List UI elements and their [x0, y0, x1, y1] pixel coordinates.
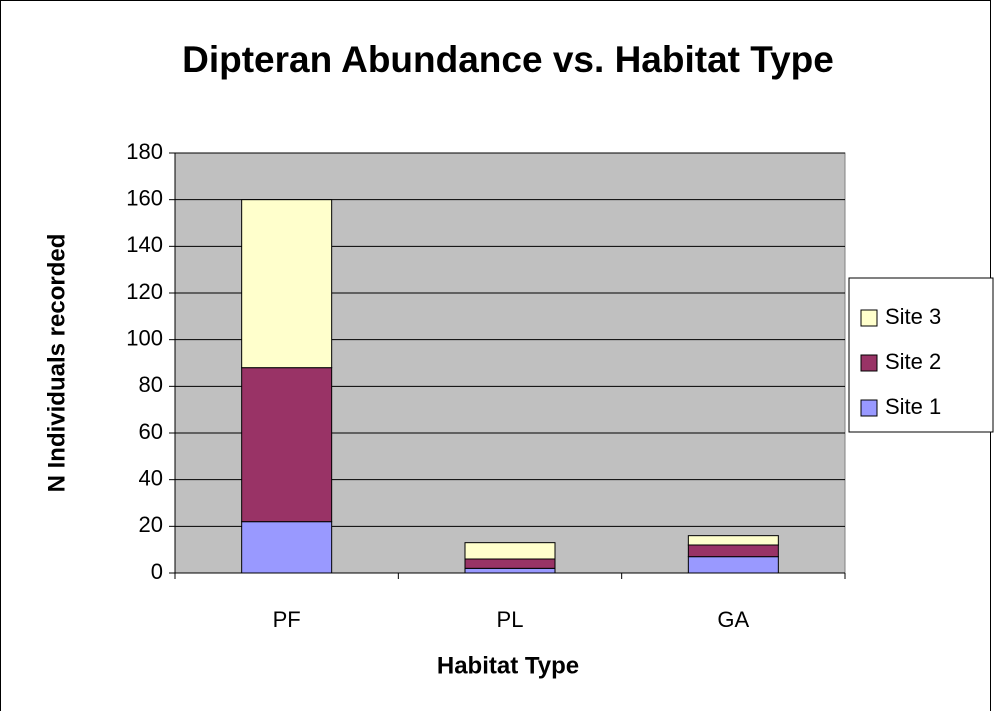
bar-segment: [687, 544, 779, 558]
bar-segment: [464, 542, 556, 560]
y-tick-label: 100: [126, 325, 163, 350]
legend-swatch: [860, 309, 878, 327]
y-tick-label: 20: [139, 512, 163, 537]
bar-segment: [241, 199, 333, 369]
x-tick-label: PF: [273, 607, 301, 632]
y-axis-label: N Individuals recorded: [43, 234, 70, 493]
bar-segment: [241, 521, 333, 574]
x-tick-label: GA: [717, 607, 749, 632]
bar-segment: [464, 558, 556, 569]
y-tick-label: 60: [139, 419, 163, 444]
bar-segment: [464, 567, 556, 574]
bar-segment: [241, 367, 333, 523]
y-tick-label: 140: [126, 232, 163, 257]
legend-label: Site 3: [885, 304, 941, 329]
y-tick-label: 180: [126, 139, 163, 164]
legend-label: Site 1: [885, 394, 941, 419]
bar-segment: [687, 556, 779, 574]
bar-segment: [687, 535, 779, 546]
x-axis-label: Habitat Type: [437, 652, 579, 679]
chart-title: Dipteran Abundance vs. Habitat Type: [182, 39, 834, 80]
y-tick-label: 160: [126, 185, 163, 210]
y-tick-label: 80: [139, 372, 163, 397]
y-tick-label: 120: [126, 279, 163, 304]
legend-swatch: [860, 354, 878, 372]
x-tick-label: PL: [497, 607, 524, 632]
legend-label: Site 2: [885, 349, 941, 374]
y-tick-label: 40: [139, 465, 163, 490]
y-tick-label: 0: [151, 559, 163, 584]
legend-swatch: [860, 399, 878, 417]
